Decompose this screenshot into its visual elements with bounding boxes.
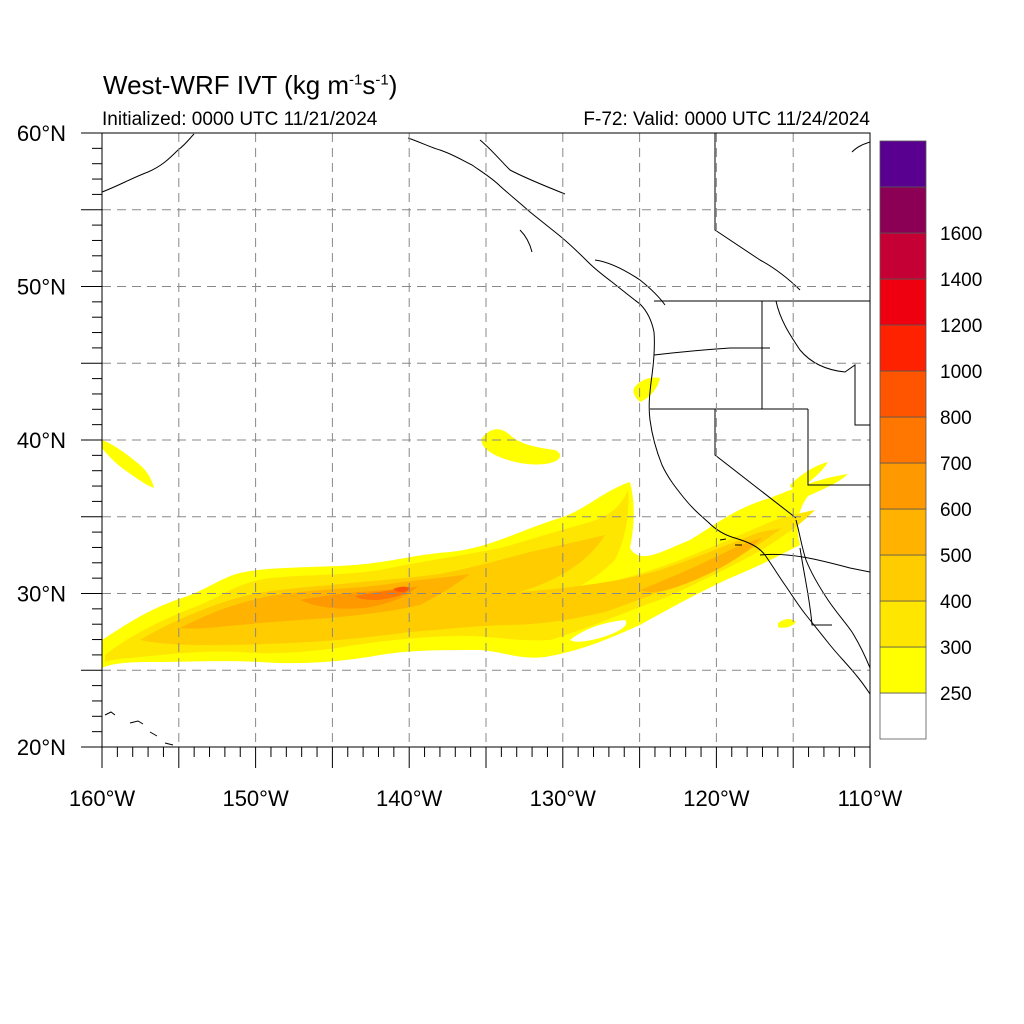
colorbar-label: 500 [940, 546, 972, 567]
coastline-hudson [851, 141, 870, 153]
lon-label: 130°W [530, 786, 597, 811]
colorbar-label: 1200 [940, 316, 982, 337]
colorbar-swatch [879, 370, 927, 418]
ivt-band-500-east [640, 538, 762, 593]
lon-labels: 160°W 150°W 140°W 130°W 120°W 110°W [69, 786, 903, 811]
colorbar-swatch [879, 646, 927, 694]
lon-label: 140°W [376, 786, 443, 811]
colorbar-swatch [879, 554, 927, 602]
lon-label: 150°W [222, 786, 289, 811]
colorbar-label: 800 [940, 408, 972, 429]
colorbar-label: 600 [940, 500, 972, 521]
colorbar-swatch [879, 278, 927, 326]
border-us-canada-west [479, 139, 566, 195]
border-us-mexico [759, 553, 870, 573]
vancouver-island [594, 259, 666, 306]
colorbar-label: 300 [940, 638, 972, 659]
coastline-alaska-west [102, 133, 195, 193]
initialized-time: Initialized: 0000 UTC 11/21/2024 [102, 109, 378, 130]
lat-label: 50°N [17, 275, 66, 300]
colorbar-label: 250 [940, 684, 972, 705]
colorbar-swatch [879, 692, 927, 740]
graticule [102, 133, 870, 747]
colorbar-labels: 250 300 400 500 600 700 800 1000 1200 1400 1600 [940, 224, 982, 705]
colorbar-swatch [879, 600, 927, 648]
colorbar-swatch [879, 324, 927, 372]
lat-label: 20°N [17, 735, 66, 760]
islands [104, 229, 742, 746]
ivt-band-700 [355, 588, 410, 600]
lat-labels: 60°N 50°N 40°N 30°N 20°N [17, 121, 66, 760]
colorbar-swatch [879, 508, 927, 556]
hawaii-islands [104, 711, 174, 746]
colorbar-swatch [879, 186, 927, 234]
colorbar-swatch [879, 416, 927, 464]
ivt-hole [570, 620, 627, 642]
colorbar-label: 400 [940, 592, 972, 613]
lat-label: 60°N [17, 121, 66, 146]
coastline-gulf-of-california [795, 519, 870, 669]
colorbar-swatch [879, 462, 927, 510]
channel-islands [719, 538, 742, 546]
lat-label: 40°N [17, 428, 66, 453]
axis-ticks [81, 132, 871, 768]
lat-label: 30°N [17, 582, 66, 607]
coastlines [102, 133, 870, 695]
lon-label: 120°W [683, 786, 750, 811]
colorbar [879, 140, 927, 740]
ivt-patch-southwest [790, 462, 828, 490]
coastline-north-america [407, 137, 870, 695]
border-nv-az [807, 409, 870, 486]
ivt-shading [102, 377, 848, 668]
ivt-patch-baja [778, 619, 796, 628]
ivt-patch-central [481, 429, 561, 465]
ivt-patch-hawaii-north [102, 440, 154, 488]
colorbar-label: 700 [940, 454, 972, 475]
colorbar-label: 1400 [940, 270, 982, 291]
lon-label: 160°W [69, 786, 136, 811]
lon-label: 110°W [838, 786, 903, 811]
colorbar-swatch [879, 140, 927, 188]
haida-gwaii [519, 229, 533, 253]
border-mt [775, 300, 870, 426]
figure-title: West-WRF IVT (kg m-1s-1) [103, 70, 398, 100]
colorbar-label: 1600 [940, 224, 982, 245]
ivt-band-800 [393, 586, 410, 592]
border-canadian-provinces [714, 133, 801, 291]
valid-time: F-72: Valid: 0000 UTC 11/24/2024 [583, 109, 870, 130]
border-ca-nv-straight [714, 409, 797, 519]
ivt-patch-west-coast [633, 377, 660, 402]
colorbar-label: 1000 [940, 362, 982, 383]
border-wa-or [653, 347, 770, 356]
colorbar-swatch [879, 232, 927, 280]
